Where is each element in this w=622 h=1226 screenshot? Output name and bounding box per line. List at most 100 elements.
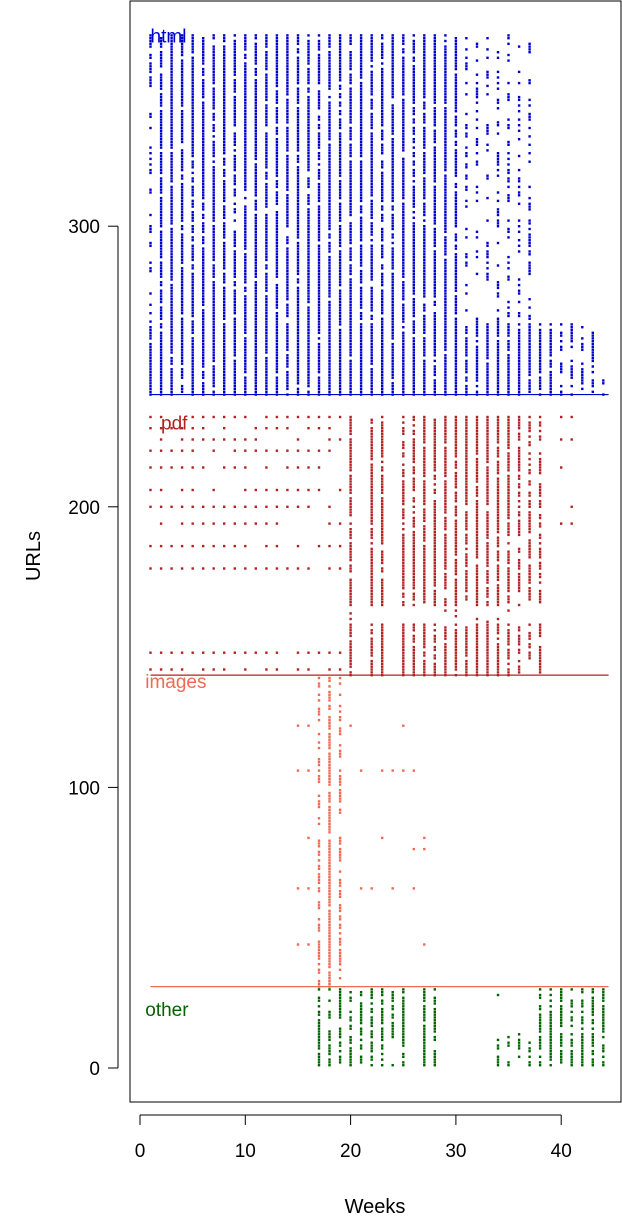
html-point (496, 356, 500, 360)
html-point (328, 101, 331, 104)
html-point (286, 323, 289, 326)
html-point (454, 253, 458, 256)
html-point (496, 98, 500, 102)
pdf-point (433, 511, 436, 514)
html-point (170, 250, 173, 253)
html-point (349, 177, 352, 180)
html-point (254, 253, 257, 256)
html-point (370, 227, 373, 231)
html-point (159, 62, 163, 65)
html-point (475, 160, 479, 163)
html-point (402, 295, 405, 298)
html-point (254, 326, 257, 329)
html-point (223, 362, 226, 365)
html-point (233, 354, 236, 357)
html-point (244, 295, 247, 298)
html-point (254, 126, 257, 130)
html-point (244, 239, 247, 242)
html-point (254, 73, 257, 76)
pdf-point (528, 525, 531, 528)
html-point (444, 59, 447, 62)
html-point (191, 177, 194, 180)
html-point (412, 354, 415, 357)
html-point (159, 84, 163, 88)
html-point (244, 154, 247, 158)
pdf-point (349, 592, 352, 595)
html-point (296, 298, 300, 301)
pdf-point (370, 631, 373, 635)
html-point (296, 174, 300, 177)
pdf-point (433, 640, 436, 643)
html-point (254, 379, 257, 382)
html-point (402, 140, 405, 144)
html-point (223, 67, 226, 71)
html-point (191, 205, 194, 208)
pdf-point (496, 494, 500, 497)
html-point (212, 317, 215, 320)
html-point (223, 53, 226, 57)
html-point (381, 233, 384, 236)
html-point (149, 376, 152, 379)
pdf-point (465, 575, 468, 579)
pdf-point (486, 629, 489, 632)
html-point (338, 154, 342, 158)
html-point (486, 219, 489, 222)
html-point (170, 188, 173, 191)
html-point (317, 124, 321, 127)
pdf-point (412, 553, 415, 556)
pdf-point (507, 474, 510, 478)
html-point (338, 283, 342, 287)
html-point (423, 326, 426, 329)
html-point (338, 351, 342, 354)
html-point (517, 70, 521, 74)
html-point (465, 283, 468, 287)
html-point (338, 168, 342, 172)
html-point (370, 387, 373, 391)
html-point (412, 368, 415, 371)
html-point (381, 337, 384, 340)
html-point (454, 149, 458, 152)
html-point (338, 356, 342, 360)
pdf-point (454, 497, 458, 500)
html-point (223, 365, 226, 368)
pdf-point (381, 474, 384, 478)
html-point (296, 51, 300, 54)
html-point (381, 163, 384, 166)
pdf-point (423, 634, 426, 638)
html-point (433, 185, 436, 189)
html-point (349, 328, 352, 332)
html-point (370, 154, 373, 158)
html-point (275, 382, 279, 385)
pdf-point (528, 463, 531, 466)
html-point (444, 160, 447, 163)
html-point (433, 278, 436, 281)
pdf-point (496, 491, 500, 494)
html-point (233, 342, 236, 346)
html-point (202, 168, 205, 172)
html-point (265, 163, 268, 166)
pdf-point (475, 601, 479, 604)
html-point (381, 328, 384, 332)
html-point (370, 292, 373, 295)
pdf-point (381, 522, 384, 525)
html-point (265, 373, 268, 377)
html-point (486, 334, 489, 337)
html-point (149, 320, 152, 323)
html-point (223, 168, 226, 172)
html-point (591, 334, 594, 337)
html-point (254, 295, 257, 298)
html-point (423, 345, 426, 349)
html-point (286, 163, 289, 166)
pdf-point (517, 651, 521, 654)
html-point (496, 362, 500, 365)
html-point (517, 194, 521, 197)
html-point (338, 93, 342, 96)
html-point (317, 312, 321, 315)
pdf-point (444, 575, 447, 579)
html-point (359, 208, 363, 211)
html-point (381, 185, 384, 189)
html-point (359, 250, 363, 253)
html-point (528, 264, 531, 267)
html-point (433, 118, 436, 121)
html-point (233, 359, 236, 363)
